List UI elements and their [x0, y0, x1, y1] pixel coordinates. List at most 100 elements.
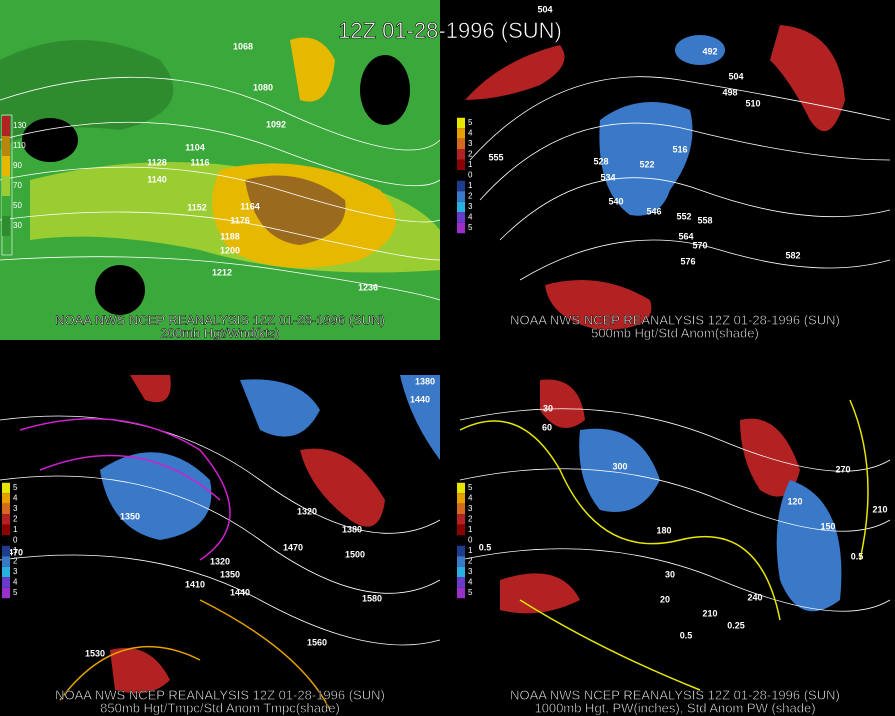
- legend-label: 2: [468, 192, 473, 201]
- legend-swatch: [457, 128, 465, 139]
- panel-caption: NOAA NWS NCEP REANALYSIS 12Z 01-28-1996 …: [55, 687, 385, 702]
- legend-label: 0: [468, 171, 473, 180]
- legend-swatch: [2, 156, 10, 176]
- temperature-contours: [59, 599, 331, 711]
- legend-label: 4: [468, 494, 473, 503]
- contour-label: 180: [656, 525, 671, 535]
- legend-swatch: [457, 493, 465, 504]
- legend-label: 2: [13, 557, 18, 566]
- legend-label: 3: [468, 139, 473, 148]
- legend-swatch: [457, 222, 465, 234]
- legend-label: 1: [468, 160, 473, 169]
- contour-label: 582: [785, 250, 800, 260]
- contour-label: 0.5: [851, 551, 864, 561]
- contour-label: 534: [600, 172, 615, 182]
- contour-label: 504: [728, 71, 743, 81]
- legend-label: 4: [468, 129, 473, 138]
- contour-label: 1380: [342, 524, 362, 534]
- panel-850mb: [0, 375, 441, 716]
- panel-500mb: [455, 0, 895, 340]
- legend-swatch: [2, 482, 10, 494]
- legend-label: 1: [468, 546, 473, 555]
- pw-contours: [459, 399, 869, 691]
- legend-swatch: [2, 535, 10, 546]
- legend-label: 5: [468, 588, 473, 597]
- anomaly-negative: [599, 102, 693, 216]
- legend-label: 1: [13, 525, 18, 534]
- legend-label: 3: [13, 504, 18, 513]
- contour-label: 1470: [3, 547, 23, 557]
- contour-label: 0.25: [727, 620, 745, 630]
- calm-area: [22, 118, 78, 162]
- contour-label: 300: [612, 461, 627, 471]
- anomaly-positive: [110, 648, 170, 694]
- panel-subtitle: 200mb Hgt/Wnd(kts): [160, 325, 279, 340]
- contour-label: 60: [542, 422, 552, 432]
- legend-label: 5: [468, 483, 473, 492]
- panel-caption: NOAA NWS NCEP REANALYSIS 12Z 01-28-1996 …: [510, 687, 840, 702]
- legend-label: 1: [468, 525, 473, 534]
- legend-label: 4: [13, 578, 18, 587]
- anomaly-negative: [675, 35, 725, 65]
- legend-label: 3: [13, 567, 18, 576]
- anomaly-positive: [500, 573, 580, 614]
- legend-label: 4: [468, 578, 473, 587]
- contour-label: 576: [680, 256, 695, 266]
- legend-label: 4: [13, 494, 18, 503]
- contour-label: 0.5: [479, 542, 492, 552]
- contour-label: 1530: [85, 648, 105, 658]
- legend-swatch: [457, 159, 465, 171]
- legend-swatch: [2, 566, 10, 578]
- legend-label: 5: [13, 483, 18, 492]
- panel-caption: NOAA NWS NCEP REANALYSIS 12Z 01-28-1996 …: [510, 312, 840, 327]
- legend-swatch: [2, 176, 10, 196]
- legend-swatch: [2, 587, 10, 599]
- panel-subtitle: 1000mb Hgt, PW(inches), Std Anom PW (sha…: [534, 700, 815, 715]
- legend-label: 3: [468, 567, 473, 576]
- legend-swatch: [457, 191, 465, 202]
- anomaly-positive: [130, 375, 171, 403]
- legend-swatch: [457, 545, 465, 557]
- legend-label: 130: [13, 121, 27, 130]
- legend-swatch: [457, 138, 465, 150]
- legend-label: 70: [13, 181, 22, 190]
- contour-label: 210: [702, 608, 717, 618]
- anomaly-negative: [579, 428, 660, 512]
- contour-label: 1068: [233, 41, 253, 51]
- calm-area: [95, 265, 145, 315]
- contour-label: 1410: [185, 579, 205, 589]
- legend-label: 2: [468, 150, 473, 159]
- contour-label: 1116: [190, 157, 209, 167]
- contour-label: 1236: [358, 282, 378, 292]
- legend-swatch: [457, 201, 465, 213]
- contour-label: 1128: [147, 157, 167, 167]
- contour-label: 1560: [307, 637, 327, 647]
- contour-label: 552: [676, 211, 691, 221]
- legend-label: 2: [468, 515, 473, 524]
- contour-label: 1152: [187, 202, 207, 212]
- legend-label: 5: [13, 588, 18, 597]
- anomaly-negative: [400, 375, 440, 460]
- panel-subtitle: 500mb Hgt/Std Anom(shade): [591, 325, 759, 340]
- legend-swatch: [2, 196, 10, 216]
- contour-label: 1188: [220, 231, 240, 241]
- contour-label: 1580: [362, 593, 382, 603]
- panel-1000mb: [455, 375, 895, 716]
- legend-label: 1: [13, 546, 18, 555]
- height-contours: [459, 408, 891, 612]
- contour-label: 546: [646, 206, 661, 216]
- legend-swatch: [2, 116, 10, 136]
- panel-bg: [0, 375, 440, 716]
- contour-label: 558: [697, 215, 712, 225]
- contour-label: 504: [537, 4, 552, 14]
- legend-label: 4: [468, 213, 473, 222]
- contour-label: 1104: [185, 142, 205, 152]
- temperature-contours: [19, 418, 231, 561]
- contour-label: 570: [692, 240, 707, 250]
- legend-swatch: [457, 577, 465, 588]
- contour-label: 516: [672, 144, 687, 154]
- map-title: 12Z 01-28-1996 (SUN): [338, 18, 562, 43]
- legend-label: 30: [13, 221, 22, 230]
- legend-label: 50: [13, 201, 22, 210]
- contour-label: 492: [702, 46, 717, 56]
